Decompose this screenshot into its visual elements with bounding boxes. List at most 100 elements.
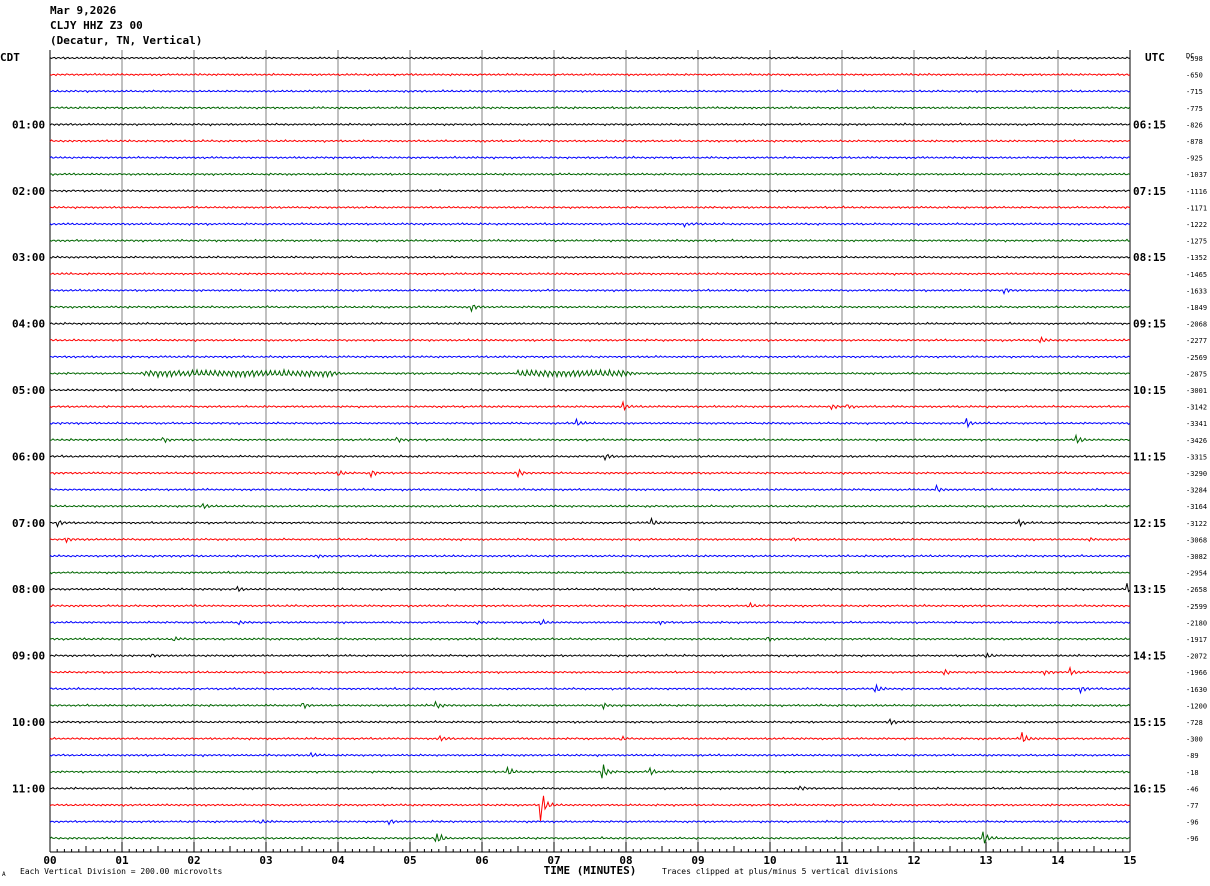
time-labels: CDT UTC DC -598 -650 -715 -775 -826 -878 -925 -…: [0, 51, 1207, 843]
trace-line: [49, 255, 1131, 260]
dc-offset-label: -3164: [1186, 503, 1207, 511]
dc-offset-label: -826: [1186, 121, 1203, 129]
dc-offset-label: -1275: [1186, 238, 1207, 246]
x-tick-label: 13: [979, 854, 992, 867]
trace-line: [49, 417, 1131, 429]
seismic-traces: [49, 56, 1131, 844]
right-hour-label: 13:15: [1133, 583, 1166, 596]
trace-line: [49, 72, 1131, 77]
trace-line: [49, 795, 1131, 822]
trace-line: [49, 601, 1131, 608]
dc-offset-label: -2658: [1186, 586, 1207, 594]
dc-offset-label: -1222: [1186, 221, 1207, 229]
station-location: (Decatur, TN, Vertical): [50, 34, 203, 47]
minute-gridlines: [49, 50, 1131, 852]
right-hour-label: 07:15: [1133, 185, 1166, 198]
right-hour-label: 14:15: [1133, 650, 1166, 663]
trace-line: [49, 56, 1131, 60]
x-tick-label: 11: [835, 854, 849, 867]
dc-offset-label: -18: [1186, 769, 1199, 777]
dc-offset-label: -1171: [1186, 204, 1207, 212]
trace-line: [49, 553, 1131, 559]
dc-label: DC: [1186, 52, 1194, 60]
dc-offset-label: -2954: [1186, 570, 1207, 578]
trace-line: [49, 751, 1131, 758]
dc-offset-label: -3290: [1186, 470, 1207, 478]
left-hour-label: 11:00: [12, 782, 45, 795]
corner-mark: A: [2, 871, 6, 878]
left-timezone-label: CDT: [0, 51, 20, 64]
trace-line: [49, 388, 1131, 392]
dc-offset-label: -598: [1186, 55, 1203, 63]
dc-offset-label: -89: [1186, 752, 1199, 760]
x-tick-label: 12: [907, 854, 920, 867]
x-tick-label: 08: [619, 854, 632, 867]
trace-line: [49, 665, 1131, 677]
dc-offset-label: -2875: [1186, 370, 1207, 378]
trace-line: [49, 831, 1131, 844]
dc-offset-label: -728: [1186, 719, 1203, 727]
x-tick-label: 10: [763, 854, 776, 867]
left-hour-label: 03:00: [12, 251, 45, 264]
right-hour-label: 06:15: [1133, 118, 1166, 131]
right-hour-label: 12:15: [1133, 517, 1166, 530]
dc-offset-label: -1037: [1186, 171, 1207, 179]
trace-line: [49, 652, 1131, 659]
dc-offset-label: -96: [1186, 819, 1199, 827]
left-hour-label: 05:00: [12, 384, 45, 397]
dc-offset-label: -2068: [1186, 321, 1207, 329]
scale-note: Each Vertical Division = 200.00 microvol…: [20, 867, 223, 876]
trace-line: [49, 683, 1131, 695]
x-tick-label: 07: [547, 854, 560, 867]
trace-line: [49, 222, 1131, 228]
trace-line: [49, 321, 1131, 326]
trace-line: [49, 354, 1131, 359]
dc-offset-label: -300: [1186, 736, 1203, 744]
left-hour-label: 09:00: [12, 650, 45, 663]
trace-line: [49, 433, 1131, 444]
trace-line: [49, 516, 1131, 528]
dc-offset-label: -1633: [1186, 287, 1207, 295]
trace-line: [49, 764, 1131, 779]
dc-offset-label: -3315: [1186, 453, 1207, 461]
x-tick-label: 15: [1123, 854, 1136, 867]
dc-offset-label: -46: [1186, 785, 1199, 793]
dc-offset-label: -3001: [1186, 387, 1207, 395]
dc-offset-label: -77: [1186, 802, 1199, 810]
dc-offset-label: -1465: [1186, 271, 1207, 279]
trace-line: [49, 188, 1131, 193]
right-hour-label: 16:15: [1133, 782, 1166, 795]
trace-line: [49, 400, 1131, 412]
trace-line: [49, 205, 1131, 210]
trace-line: [49, 618, 1131, 626]
dc-offset-label: -3082: [1186, 553, 1207, 561]
trace-line: [49, 583, 1131, 593]
trace-line: [49, 172, 1131, 177]
x-axis: TIME (MINUTES) 00 01 02 03 04 05 06 07 08 09 10 11 1…: [43, 842, 1137, 877]
trace-line: [49, 635, 1131, 643]
right-hour-label: 08:15: [1133, 251, 1166, 264]
trace-line: [49, 367, 1131, 379]
dc-offset-label: -925: [1186, 155, 1203, 163]
dc-offset-label: -3142: [1186, 404, 1207, 412]
dc-offset-label: -2180: [1186, 619, 1207, 627]
dc-offset-label: -1630: [1186, 686, 1207, 694]
left-hour-label: 02:00: [12, 185, 45, 198]
dc-offset-label: -650: [1186, 72, 1203, 80]
left-hour-label: 01:00: [12, 118, 45, 131]
left-hour-label: 07:00: [12, 517, 45, 530]
left-hour-label: 06:00: [12, 450, 45, 463]
x-tick-label: 01: [115, 854, 129, 867]
trace-line: [49, 717, 1131, 726]
trace-line: [49, 785, 1131, 791]
plot-date: Mar 9,2026: [50, 4, 117, 17]
dc-offset-label: -1917: [1186, 636, 1207, 644]
x-tick-label: 06: [475, 854, 489, 867]
trace-line: [49, 155, 1131, 160]
x-tick-label: 09: [691, 854, 704, 867]
right-hour-label: 09:15: [1133, 318, 1166, 331]
dc-offset-label: -2569: [1186, 354, 1207, 362]
dc-offset-label: -96: [1186, 835, 1199, 843]
trace-line: [49, 536, 1131, 544]
trace-line: [49, 271, 1131, 276]
